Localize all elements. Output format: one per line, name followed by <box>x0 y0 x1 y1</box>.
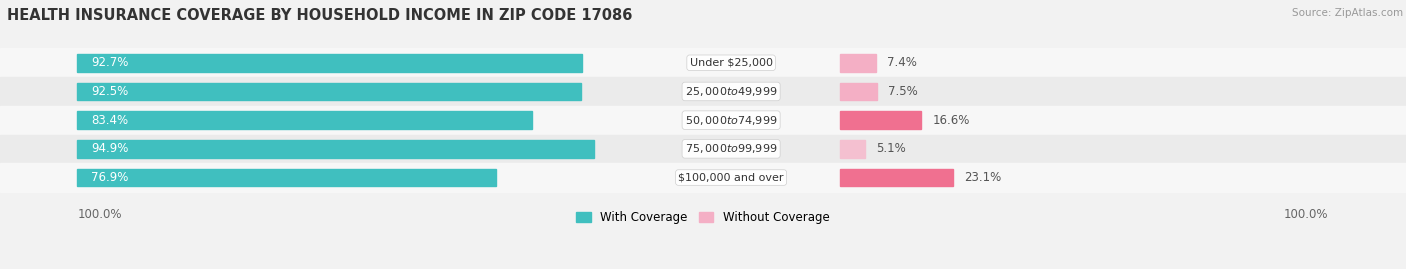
Bar <box>841 140 865 158</box>
Text: Under $25,000: Under $25,000 <box>689 58 773 68</box>
Bar <box>0 134 1406 163</box>
Text: 23.1%: 23.1% <box>965 171 1001 184</box>
Text: $100,000 and over: $100,000 and over <box>678 172 785 183</box>
Text: 92.5%: 92.5% <box>91 85 128 98</box>
Text: 7.5%: 7.5% <box>889 85 918 98</box>
Bar <box>0 106 1406 134</box>
Bar <box>77 54 582 72</box>
Text: 100.0%: 100.0% <box>77 208 122 221</box>
Text: $25,000 to $49,999: $25,000 to $49,999 <box>685 85 778 98</box>
Bar <box>841 111 921 129</box>
Text: Source: ZipAtlas.com: Source: ZipAtlas.com <box>1292 8 1403 18</box>
Legend: With Coverage, Without Coverage: With Coverage, Without Coverage <box>572 206 834 228</box>
Text: 100.0%: 100.0% <box>1284 208 1329 221</box>
Bar <box>0 48 1406 77</box>
Text: 5.1%: 5.1% <box>876 142 905 155</box>
Bar <box>77 169 496 186</box>
Bar <box>841 54 876 72</box>
Text: $75,000 to $99,999: $75,000 to $99,999 <box>685 142 778 155</box>
Text: HEALTH INSURANCE COVERAGE BY HOUSEHOLD INCOME IN ZIP CODE 17086: HEALTH INSURANCE COVERAGE BY HOUSEHOLD I… <box>7 8 633 23</box>
Text: 76.9%: 76.9% <box>91 171 129 184</box>
Text: 7.4%: 7.4% <box>887 56 917 69</box>
Bar <box>841 169 953 186</box>
Text: 83.4%: 83.4% <box>91 114 128 127</box>
Bar <box>841 83 877 100</box>
Bar <box>77 83 581 100</box>
Text: 92.7%: 92.7% <box>91 56 129 69</box>
Text: $50,000 to $74,999: $50,000 to $74,999 <box>685 114 778 127</box>
Text: 16.6%: 16.6% <box>932 114 970 127</box>
Bar <box>77 140 595 158</box>
Bar <box>77 111 531 129</box>
Text: 94.9%: 94.9% <box>91 142 129 155</box>
Bar <box>0 77 1406 106</box>
Bar <box>0 163 1406 192</box>
